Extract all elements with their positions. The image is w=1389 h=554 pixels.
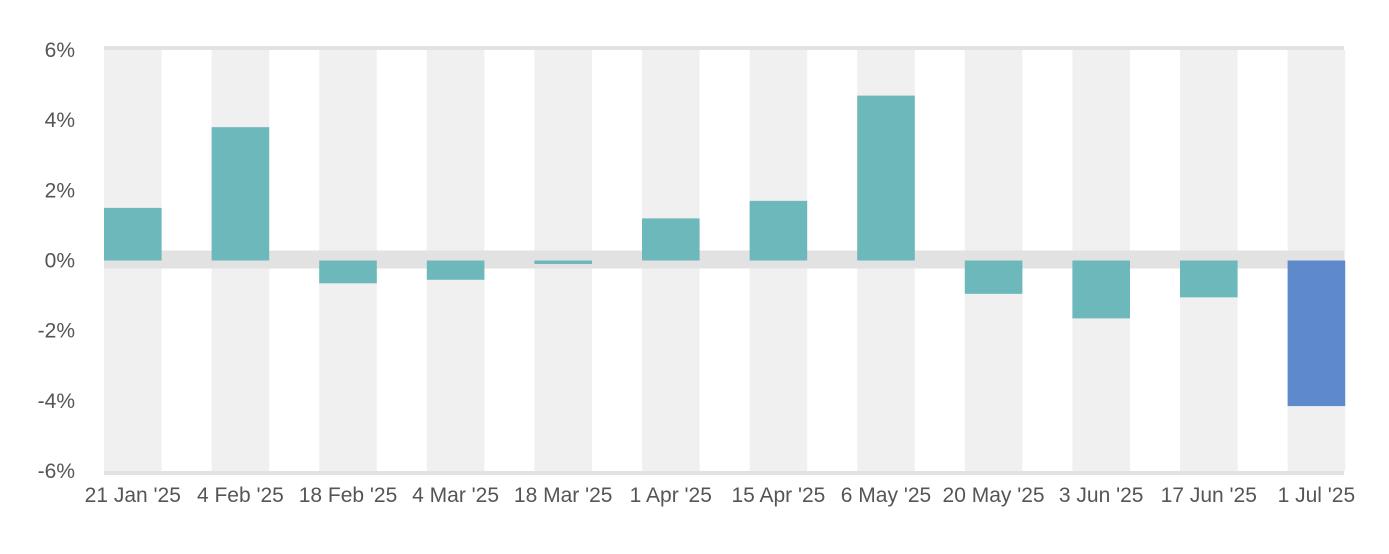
y-tick-label: 6% <box>45 39 75 62</box>
x-tick-label: 1 Jul '25 <box>1278 484 1356 507</box>
x-axis: 21 Jan '25 4 Feb '25 18 Feb '25 4 Mar '25 18… <box>85 484 1356 507</box>
bar <box>1072 260 1130 319</box>
bar <box>104 207 162 261</box>
x-tick-label: 1 Apr '25 <box>630 484 712 507</box>
x-tick-label: 20 May '25 <box>943 484 1045 507</box>
bar <box>857 95 915 261</box>
x-tick-label: 4 Feb '25 <box>197 484 284 507</box>
y-tick-label: 4% <box>45 109 75 132</box>
top-frame-line <box>104 46 1344 50</box>
bar <box>426 260 485 280</box>
x-tick-label: 15 Apr '25 <box>731 484 825 507</box>
bars <box>104 95 1346 407</box>
x-tick-label: 18 Mar '25 <box>514 484 613 507</box>
x-tick-label: 3 Jun '25 <box>1059 484 1144 507</box>
plot-frame <box>104 46 1344 475</box>
y-tick-label: -4% <box>38 390 75 413</box>
y-tick-label: -6% <box>38 460 75 483</box>
bar <box>749 200 808 261</box>
y-tick-label: -2% <box>38 320 75 343</box>
bar-highlighted <box>1287 260 1346 407</box>
bar <box>319 260 377 284</box>
x-tick-label: 17 Jun '25 <box>1161 484 1257 507</box>
x-tick-label: 6 May '25 <box>841 484 931 507</box>
x-tick-label: 4 Mar '25 <box>412 484 499 507</box>
y-tick-label: 0% <box>45 250 75 273</box>
bottom-frame-line <box>104 471 1344 475</box>
bar <box>534 260 592 265</box>
bar <box>642 218 700 261</box>
bar <box>1180 260 1238 298</box>
x-tick-label: 21 Jan '25 <box>85 484 181 507</box>
bar <box>964 260 1023 294</box>
bar <box>211 127 270 261</box>
y-axis: 6% 4% 2% 0% -2% -4% -6% <box>38 39 75 483</box>
x-tick-label: 18 Feb '25 <box>299 484 398 507</box>
zero-band <box>104 250 1344 269</box>
y-tick-label: 2% <box>45 179 75 202</box>
